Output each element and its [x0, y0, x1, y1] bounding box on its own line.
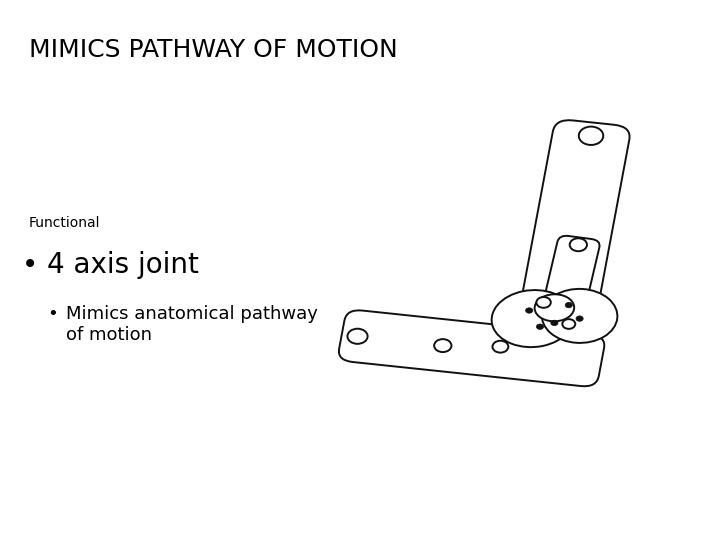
FancyBboxPatch shape [545, 236, 600, 304]
Ellipse shape [542, 289, 617, 343]
Ellipse shape [535, 294, 574, 321]
Circle shape [562, 319, 575, 329]
Text: MIMICS PATHWAY OF MOTION: MIMICS PATHWAY OF MOTION [29, 38, 397, 62]
Circle shape [434, 339, 451, 352]
Text: Mimics anatomical pathway
of motion: Mimics anatomical pathway of motion [66, 305, 318, 344]
Circle shape [536, 297, 551, 308]
Circle shape [526, 308, 533, 313]
Text: •: • [22, 251, 38, 279]
Text: •: • [47, 305, 58, 323]
Circle shape [492, 341, 508, 353]
Circle shape [579, 126, 603, 145]
Ellipse shape [492, 290, 574, 347]
Circle shape [551, 320, 558, 326]
FancyBboxPatch shape [339, 310, 604, 386]
Circle shape [565, 302, 572, 308]
FancyBboxPatch shape [523, 120, 629, 312]
Text: 4 axis joint: 4 axis joint [47, 251, 199, 279]
Circle shape [348, 329, 368, 344]
Text: Functional: Functional [29, 216, 100, 230]
Circle shape [570, 238, 587, 251]
Circle shape [536, 324, 544, 329]
Circle shape [576, 316, 583, 321]
